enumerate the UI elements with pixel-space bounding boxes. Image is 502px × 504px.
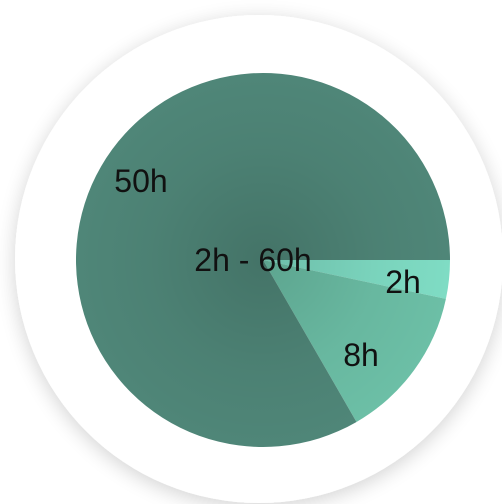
- pie-labels: 2h 8h 50h: [114, 163, 420, 373]
- slice-label-8h: 8h: [343, 337, 379, 373]
- center-label: 2h - 60h: [194, 242, 311, 278]
- slice-label-2h: 2h: [385, 264, 421, 300]
- pie-shading: [76, 73, 450, 447]
- slice-label-50h: 50h: [114, 163, 167, 199]
